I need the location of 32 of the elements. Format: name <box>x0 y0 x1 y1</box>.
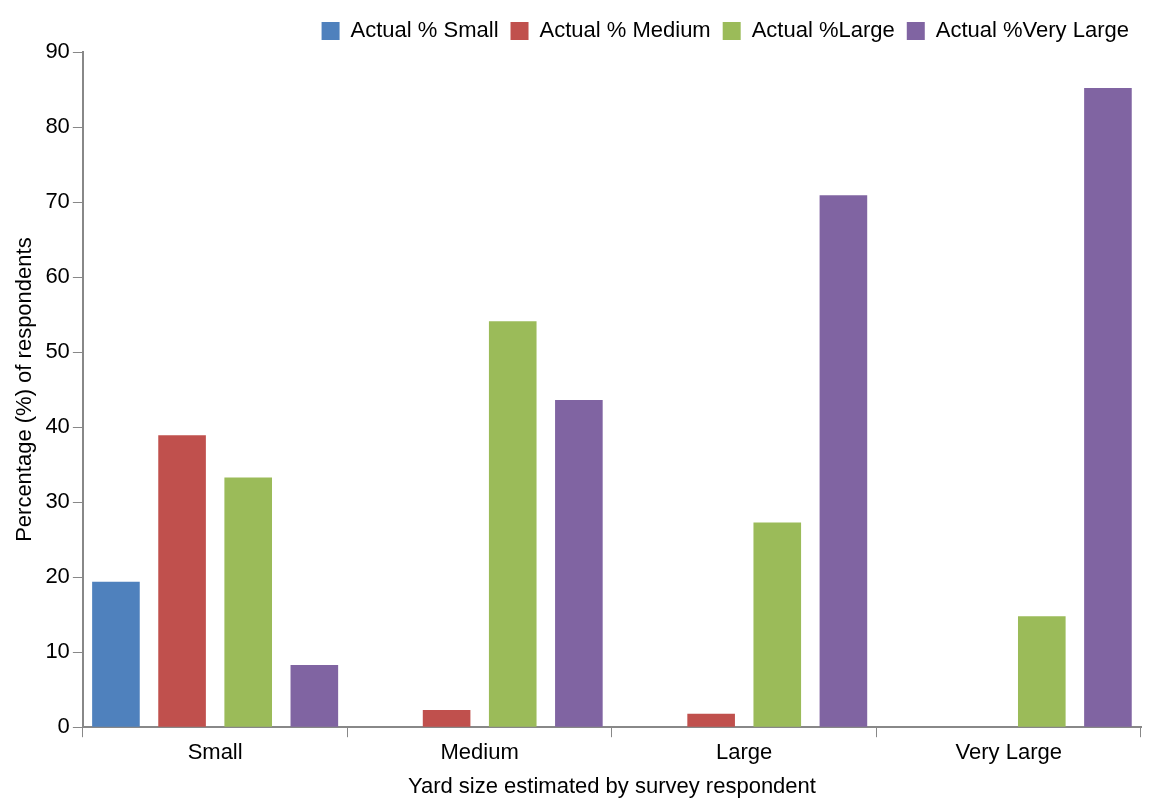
bar <box>819 195 868 727</box>
y-tick-label: 30 <box>45 488 70 514</box>
y-tick-label: 70 <box>45 188 70 214</box>
y-tick-label: 0 <box>57 713 70 739</box>
bar <box>488 321 537 727</box>
x-tick-label: Small <box>187 739 243 765</box>
x-tick-label: Large <box>716 739 773 765</box>
bar <box>422 709 471 727</box>
bar <box>158 435 206 727</box>
bar <box>753 522 802 727</box>
bar <box>1084 88 1132 727</box>
bar <box>555 400 603 727</box>
legend-label: Actual %Large <box>751 17 895 43</box>
y-tick-label: 20 <box>45 563 70 589</box>
x-tick-label: Medium <box>440 739 519 765</box>
bar <box>1017 616 1066 727</box>
y-tick-label: 40 <box>45 413 70 439</box>
y-tick-label: 90 <box>45 38 70 64</box>
y-tick-label: 80 <box>45 113 70 139</box>
bar <box>687 713 735 727</box>
legend-label: Actual % Small <box>350 17 499 43</box>
y-tick-label: 60 <box>45 263 70 289</box>
bar <box>92 581 140 727</box>
bar <box>224 477 273 727</box>
bar <box>290 664 339 727</box>
legend-label: Actual % Medium <box>539 17 711 43</box>
x-tick-label: Very Large <box>955 739 1062 765</box>
y-axis-title: Percentage (%) of respondents <box>11 237 37 542</box>
legend-label: Actual %Very Large <box>935 17 1130 43</box>
x-axis-title: Yard size estimated by survey respondent <box>407 772 816 798</box>
y-tick-label: 50 <box>45 338 70 364</box>
y-tick-label: 10 <box>45 638 70 664</box>
